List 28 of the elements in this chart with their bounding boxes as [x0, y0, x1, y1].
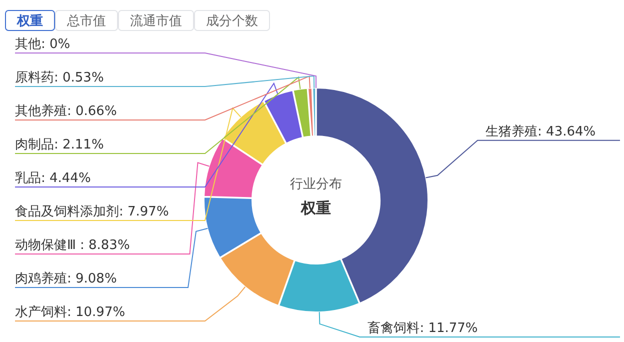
text: 权重	[300, 199, 331, 217]
data-label: : 10.97%	[67, 305, 126, 320]
text: 流通市值	[130, 13, 182, 29]
text: : 0%	[41, 37, 70, 52]
slice-label: 其他养殖	[15, 103, 67, 119]
slice-label: 乳品	[15, 171, 41, 186]
text: 总市值	[66, 14, 106, 29]
slice-label: 生猪养殖	[486, 123, 538, 140]
data-label: : 11.77%	[420, 320, 478, 336]
slice-label: 原料药	[15, 70, 54, 86]
slice-label: 水产饲料	[15, 305, 67, 320]
data-label: : 4.44%	[41, 171, 91, 186]
data-label: : 0.53%	[54, 70, 104, 86]
data-label: : 7.97%	[119, 204, 169, 220]
text: 权重	[16, 13, 43, 29]
slice-label: 肉鸡养殖	[15, 270, 67, 286]
data-label: : 8.83%	[80, 238, 130, 253]
data-label: : 9.08%	[67, 272, 117, 286]
text: 行业分布	[290, 177, 342, 192]
slice-label: 动物保健Ⅲ	[15, 238, 76, 253]
text: 成分个数	[206, 14, 258, 29]
slice-label: 食品及饲料添加剂	[15, 204, 119, 220]
legend-label: 其他	[15, 37, 41, 52]
data-label: : 2.11%	[54, 138, 104, 152]
slice-label: 畜禽饲料	[368, 320, 420, 336]
data-label: : 0.66%	[67, 104, 117, 119]
data-label: : 43.64%	[538, 124, 596, 140]
slice-label: 肉制品	[15, 138, 54, 152]
